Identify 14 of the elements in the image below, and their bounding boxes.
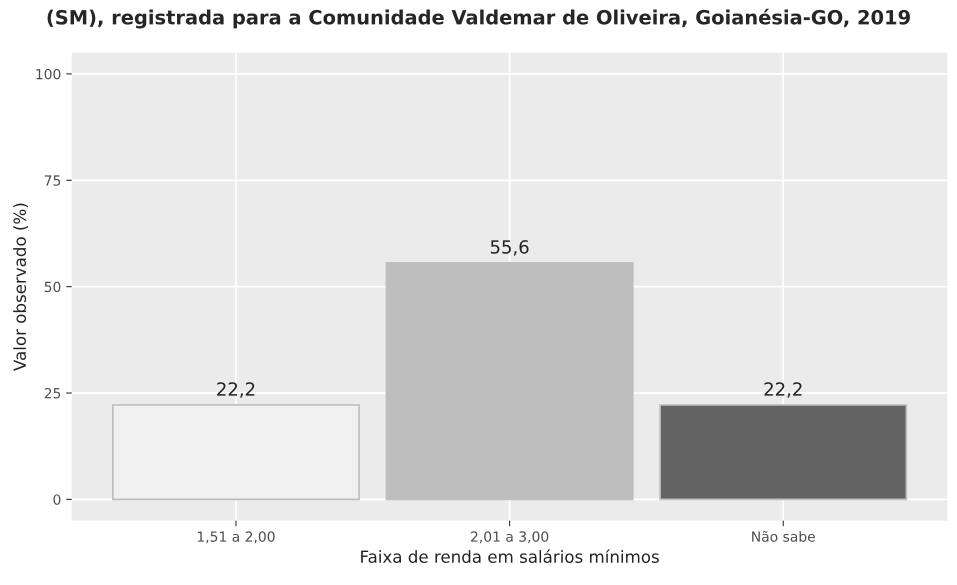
y-tick-label: 0 (53, 494, 60, 505)
data-label: 22,2 (764, 382, 802, 398)
y-tick-label: 75 (44, 175, 60, 186)
data-label: 55,6 (490, 240, 529, 256)
y-tick-label: 50 (44, 282, 60, 292)
data-label: 22,2 (217, 382, 254, 398)
y-tick-label: 25 (44, 388, 60, 398)
x-axis-title: Faixa de renda em salários mínimos (361, 549, 659, 563)
x-tick-label: 2,01 a 3,00 (471, 531, 548, 544)
y-tick-label: 100 (36, 68, 60, 80)
x-tick-label: Não sabe (752, 530, 815, 542)
y-axis-title: Valor observado (%) (13, 204, 28, 371)
chart-title: (SM), registrada para a Comunidade Valdemar de Oliveira, Goianésia-GO, 2019 (48, 8, 910, 29)
x-tick-label: 1,51 a 2,00 (198, 531, 275, 544)
